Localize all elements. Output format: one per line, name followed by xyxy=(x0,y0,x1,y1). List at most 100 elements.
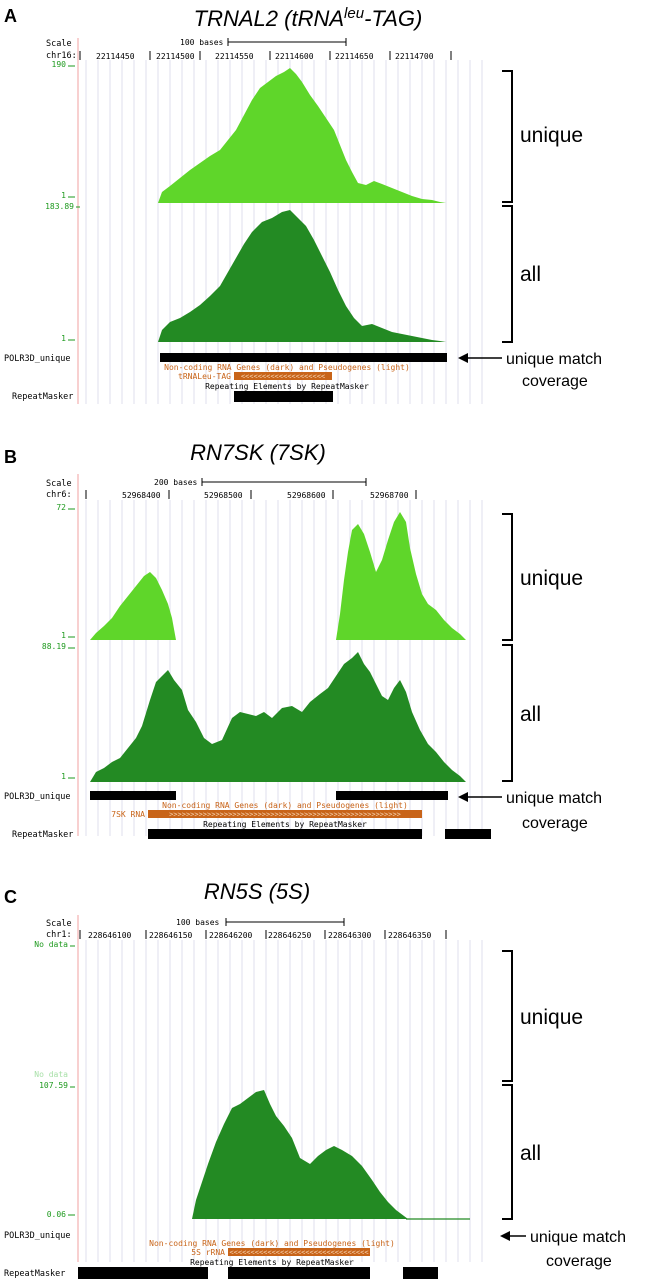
all-max-label: 88.19 xyxy=(42,642,66,651)
scale-label: Scale xyxy=(46,919,72,929)
repeat-label: RepeatMasker xyxy=(12,392,73,402)
bracket-unique xyxy=(502,70,513,203)
unique-min-label: No data xyxy=(34,1070,68,1079)
gene-track-title: Non-coding RNA Genes (dark) and Pseudoge… xyxy=(162,801,408,810)
repeat-element xyxy=(445,829,491,839)
repeat-track-title: Repeating Elements by RepeatMasker xyxy=(203,820,367,829)
strand-arrows: >>>>>>>>>>>>>>>>>>>>>>>>>>>>>>>>>>>>>>>>… xyxy=(169,811,401,819)
tick-label: 228646100 xyxy=(88,931,132,940)
panel-c: C RN5S (5S) Scale 100 bases chr1: 228646… xyxy=(4,879,626,1279)
chr-label: chr6: xyxy=(46,490,72,500)
tick-label: 52968500 xyxy=(204,491,243,500)
tick-label: 228646300 xyxy=(328,931,372,940)
bracket-all-label: all xyxy=(520,1142,541,1165)
panel-a: A TRNAL2 (tRNAleu-TAG) Scale 100 bases c… xyxy=(4,5,602,406)
all-coverage-signal xyxy=(90,652,466,782)
unique-max-label: No data xyxy=(34,940,68,949)
panel-letter: A xyxy=(4,6,17,26)
tick-label: 22114550 xyxy=(215,52,254,61)
tick-label: 52968700 xyxy=(370,491,409,500)
gene-feature xyxy=(234,372,332,380)
repeat-element xyxy=(78,1267,208,1279)
gene-feature xyxy=(148,810,422,818)
tick-label: 228646250 xyxy=(268,931,312,940)
repeat-label: RepeatMasker xyxy=(12,830,73,840)
scale-label: Scale xyxy=(46,479,72,489)
bracket-all-label: all xyxy=(520,263,541,286)
gene-track-title: Non-coding RNA Genes (dark) and Pseudoge… xyxy=(149,1239,395,1248)
panel-title: TRNAL2 (tRNAleu-TAG) xyxy=(194,5,423,31)
panel-title: RN7SK (7SK) xyxy=(190,440,326,465)
bracket-all xyxy=(502,644,513,782)
tick-label: 228646150 xyxy=(149,931,193,940)
tick-label: 228646350 xyxy=(388,931,432,940)
grid-lines xyxy=(85,940,483,1262)
ruler-ticks: 228646100 228646150 228646200 228646250 … xyxy=(88,930,447,940)
strand-arrows: <<<<<<<<<<<<<<<<<<<< xyxy=(241,373,325,381)
all-min-label: 0.06 xyxy=(47,1210,66,1219)
gene-name: 7SK RNA xyxy=(111,810,145,819)
track-label: POLR3D_unique xyxy=(4,1231,71,1241)
all-min-label: 1 xyxy=(61,334,66,343)
repeat-element xyxy=(403,1267,438,1279)
tick-label: 22114650 xyxy=(335,52,374,61)
tick-label: 22114500 xyxy=(156,52,195,61)
tick-label: 228646200 xyxy=(209,931,253,940)
panel-title: RN5S (5S) xyxy=(204,879,310,904)
tick-label: 22114600 xyxy=(275,52,314,61)
repeat-label: RepeatMasker xyxy=(4,1269,65,1279)
annotation-line-1: unique match xyxy=(530,1229,626,1246)
bracket-unique-label: unique xyxy=(520,567,583,590)
unique-max-label: 72 xyxy=(56,503,66,512)
annotation-arrowhead xyxy=(458,353,468,363)
annotation-line-1: unique match xyxy=(506,351,602,368)
ruler-ticks: 52968400 52968500 52968600 52968700 xyxy=(122,490,417,500)
bracket-unique xyxy=(502,513,513,641)
annotation-line-1: unique match xyxy=(506,790,602,807)
chr-label: chr16: xyxy=(46,51,77,61)
gene-name: tRNALeu-TAG xyxy=(178,372,231,381)
annotation-line-2: coverage xyxy=(522,815,588,832)
repeat-track-title: Repeating Elements by RepeatMasker xyxy=(205,382,369,391)
bracket-unique-label: unique xyxy=(520,1006,583,1029)
annotation-arrowhead xyxy=(458,792,468,802)
annotation-arrowhead xyxy=(500,1231,510,1241)
unique-coverage-signal xyxy=(90,512,466,640)
annotation-line-2: coverage xyxy=(522,373,588,390)
scale-text: 200 bases xyxy=(154,478,198,487)
track-label: POLR3D_unique xyxy=(4,792,71,802)
bracket-all xyxy=(502,1084,513,1220)
repeat-track-title: Repeating Elements by RepeatMasker xyxy=(190,1258,354,1267)
ruler-ticks: 22114450 22114500 22114550 22114600 2211… xyxy=(96,51,452,61)
unique-max-label: 190 xyxy=(52,60,67,69)
gene-name: 5S rRNA xyxy=(191,1248,225,1257)
repeat-element xyxy=(234,391,333,402)
chr-label: chr1: xyxy=(46,930,72,940)
all-min-label: 1 xyxy=(61,772,66,781)
bracket-all xyxy=(502,205,513,343)
panel-letter: B xyxy=(4,447,17,467)
unique-min-label: 1 xyxy=(61,191,66,200)
unique-min-label: 1 xyxy=(61,631,66,640)
unique-coverage-signal xyxy=(158,68,446,203)
scale-text: 100 bases xyxy=(176,918,220,927)
panel-letter: C xyxy=(4,887,17,907)
bracket-all-label: all xyxy=(520,703,541,726)
repeat-element xyxy=(228,1267,370,1279)
all-max-label: 183.89 xyxy=(45,202,74,211)
unique-match-coverage-bar xyxy=(160,353,447,362)
track-label: POLR3D_unique xyxy=(4,354,71,364)
tick-label: 22114450 xyxy=(96,52,135,61)
bracket-unique xyxy=(502,950,513,1082)
repeat-element xyxy=(148,829,422,839)
tick-label: 52968400 xyxy=(122,491,161,500)
tick-label: 22114700 xyxy=(395,52,434,61)
strand-arrows: <<<<<<<<<<<<<<<<<<<<<<<<<<<<<<<<< xyxy=(229,1249,368,1257)
gene-track-title: Non-coding RNA Genes (dark) and Pseudoge… xyxy=(164,363,410,372)
panel-b: B RN7SK (7SK) Scale 200 bases chr6: 5296… xyxy=(4,440,602,840)
unique-match-coverage-bar xyxy=(90,791,176,800)
all-coverage-signal xyxy=(158,210,446,342)
tick-label: 52968600 xyxy=(287,491,326,500)
all-coverage-signal xyxy=(192,1090,408,1219)
